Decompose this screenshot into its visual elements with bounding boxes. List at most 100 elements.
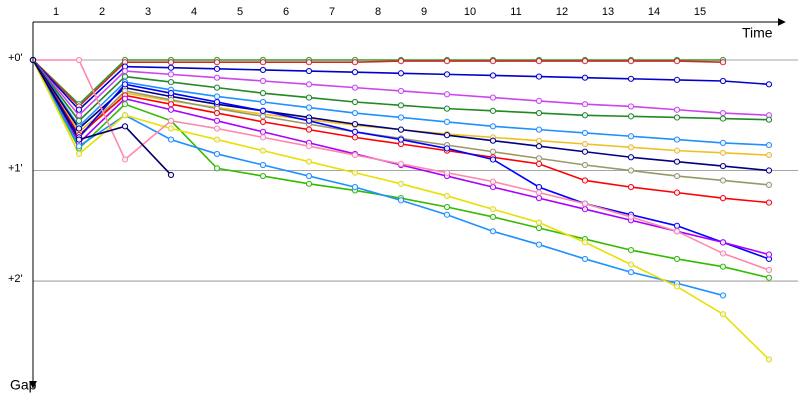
data-point: [259, 66, 267, 74]
data-point: [121, 101, 129, 108]
data-point: [259, 161, 267, 169]
data-point: [213, 150, 221, 158]
data-point: [673, 228, 681, 235]
data-point: [581, 140, 589, 148]
data-point: [489, 178, 497, 185]
data-point: [443, 169, 451, 176]
data-point: [581, 74, 589, 81]
data-point: [443, 145, 451, 152]
data-point: [535, 97, 543, 104]
data-point: [489, 58, 497, 65]
data-point: [305, 67, 313, 75]
data-point: [627, 133, 635, 140]
x-tick-label: 4: [191, 6, 197, 18]
data-point: [167, 79, 175, 86]
data-point: [167, 125, 175, 132]
data-point: [213, 109, 221, 117]
data-point: [673, 106, 681, 113]
data-point: [581, 206, 589, 213]
data-point: [351, 184, 359, 191]
data-point: [259, 59, 267, 66]
y-tick-label: +0': [8, 52, 23, 64]
data-point: [765, 251, 773, 258]
grid: [33, 59, 798, 282]
data-point: [121, 156, 129, 163]
data-point: [167, 59, 175, 66]
data-point: [535, 224, 543, 232]
data-point: [535, 137, 543, 144]
data-point: [443, 58, 451, 65]
x-tick-label: 3: [145, 6, 151, 18]
data-point: [351, 84, 359, 91]
data-point: [719, 149, 727, 156]
data-point: [443, 91, 451, 98]
data-point: [673, 58, 681, 65]
data-point: [489, 228, 497, 235]
data-point: [673, 147, 681, 154]
x-tick-label: 1: [53, 6, 59, 18]
series-line: [32, 59, 724, 297]
data-point: [259, 98, 267, 106]
data-point: [397, 197, 405, 204]
data-point: [673, 189, 681, 196]
data-point: [351, 109, 359, 117]
data-point: [627, 247, 635, 254]
data-point: [765, 266, 773, 274]
data-point: [719, 109, 727, 117]
data-point: [627, 154, 635, 161]
data-point: [443, 132, 451, 139]
data-point: [397, 87, 405, 95]
data-point: [397, 102, 405, 109]
x-tick-label: 8: [375, 6, 381, 18]
data-point: [305, 104, 313, 111]
data-point: [305, 172, 313, 180]
data-point: [213, 136, 221, 143]
data-point: [351, 121, 359, 128]
data-point: [259, 128, 267, 135]
data-point: [213, 84, 221, 91]
data-point: [765, 181, 773, 188]
data-point: [351, 69, 359, 76]
data-point: [673, 283, 681, 290]
data-point: [351, 169, 359, 176]
y-tick-label: +2': [8, 273, 23, 285]
data-point: [627, 184, 635, 191]
data-point: [167, 90, 175, 97]
x-tick-label: 15: [694, 6, 706, 18]
x-axis-title: Time: [742, 25, 773, 41]
data-point: [673, 114, 681, 121]
data-point: [75, 150, 83, 158]
data-point: [351, 151, 359, 159]
data-point: [121, 73, 129, 80]
data-point: [673, 172, 681, 180]
data-point: [673, 222, 681, 229]
data-point: [75, 117, 83, 124]
data-point: [535, 126, 543, 133]
data-point: [765, 81, 773, 88]
data-point: [581, 148, 589, 155]
data-point: [213, 117, 221, 124]
data-point: [167, 106, 175, 113]
data-point: [535, 109, 543, 117]
data-point: [489, 137, 497, 144]
data-point: [581, 161, 589, 169]
data-point: [213, 165, 221, 172]
data-point: [719, 163, 727, 170]
data-point: [765, 142, 773, 149]
data-point: [489, 184, 497, 191]
data-point: [259, 90, 267, 97]
data-point: [489, 94, 497, 101]
data-point: [351, 128, 359, 135]
data-point: [627, 113, 635, 120]
plot-area: [29, 56, 773, 363]
data-point: [259, 118, 267, 125]
data-point: [581, 101, 589, 108]
data-point: [673, 76, 681, 83]
data-point: [535, 219, 543, 226]
data-point: [627, 103, 635, 110]
data-point: [673, 136, 681, 143]
y-axis-title: Gap: [10, 377, 37, 393]
data-point: [397, 114, 405, 121]
data-point: [259, 172, 267, 180]
